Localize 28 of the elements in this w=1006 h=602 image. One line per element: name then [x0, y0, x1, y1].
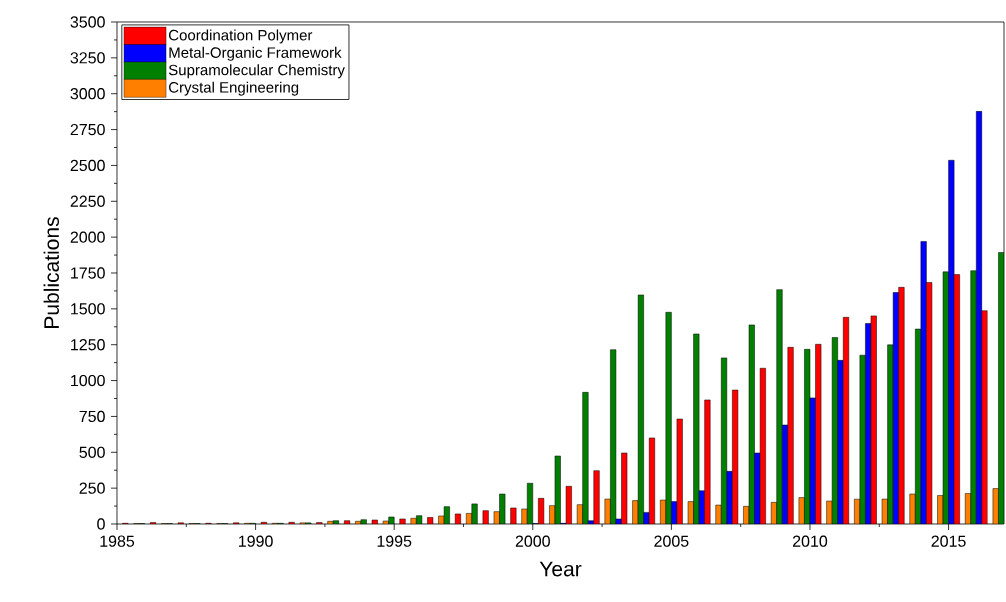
y-tick-label: 3250	[70, 52, 105, 64]
legend-label: Crystal Engineering	[169, 81, 299, 96]
y-tick-label: 250	[79, 482, 105, 494]
y-tick-label: 500	[79, 446, 105, 458]
x-tick-label: 1990	[239, 535, 273, 547]
y-tick-label: 1000	[71, 374, 105, 387]
y-tick-label: 3000	[70, 88, 105, 100]
legend-label: Coordination Polymer	[169, 29, 313, 44]
legend-label: Supramolecular Chemistry	[168, 64, 345, 79]
x-axis-title: Year	[539, 561, 582, 577]
x-tick-label: 2000	[515, 535, 550, 547]
y-tick-label: 1250	[71, 339, 105, 351]
legend-label: Metal-Organic Framework	[169, 46, 342, 61]
y-tick-label: 3500	[70, 16, 105, 28]
x-tick-label: 2015	[931, 535, 966, 547]
y-axis-title: Publications	[43, 217, 60, 328]
x-tick-label: 2010	[792, 535, 828, 547]
y-tick-label: 0	[97, 518, 105, 530]
y-tick-label: 1750	[71, 267, 105, 279]
y-tick-label: 2750	[70, 123, 105, 136]
x-tick-label: 1995	[377, 535, 412, 547]
x-tick-label: 2005	[654, 535, 689, 547]
y-tick-label: 2500	[70, 159, 105, 172]
y-tick-label: 2250	[70, 195, 105, 207]
y-tick-label: 1500	[71, 303, 105, 315]
y-tick-label: 750	[79, 410, 105, 423]
x-tick-label: 1985	[100, 535, 135, 547]
y-tick-label: 2000	[70, 231, 105, 243]
